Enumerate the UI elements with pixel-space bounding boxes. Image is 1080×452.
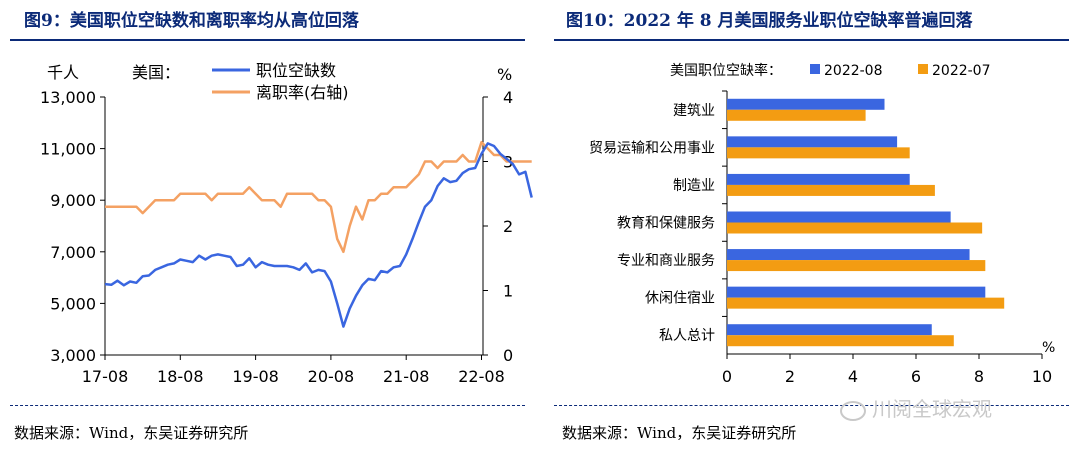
left-y-tick-label: 5,000 (50, 294, 96, 313)
right-title-rule (554, 39, 1069, 41)
x-tick-label: 19-08 (232, 367, 279, 386)
left-figure-panel: 图9：美国职位空缺数和离职率均从高位回落 3,000 5,000 7,000 9,00… (10, 11, 533, 442)
x-tick-label: 21-08 (383, 367, 430, 386)
legend-label: 2022-08 (824, 63, 883, 79)
legend-label: 职位空缺数 (256, 61, 336, 80)
category-label: 专业和商业服务 (617, 253, 715, 269)
bar-2022-07 (727, 297, 1005, 309)
left-y-tick-label: 7,000 (50, 243, 96, 262)
bar-2022-07 (727, 147, 910, 159)
right-y-tick-label: 0 (503, 346, 513, 365)
bar-2022-07 (727, 335, 954, 347)
bar-2022-08 (727, 249, 970, 261)
x-tick-label: 20-08 (308, 367, 355, 386)
bar-2022-08 (727, 286, 986, 298)
left-axis-unit: 千人 (47, 63, 79, 82)
x-tick-label: 2 (785, 367, 795, 386)
watermark-text: 川阅全球宏观 (872, 397, 992, 421)
legend-title: 美国职位空缺率： (670, 62, 782, 79)
right-bar-chart: 0 2 4 6 8 10% 建筑业贸易运输和公用事业制造业教育和保健服务专业和商业服务休闲住… (589, 62, 1055, 386)
right-y-tick-label: 1 (503, 282, 513, 301)
x-tick-label: 10 (1032, 367, 1052, 386)
x-tick-label: 17-08 (82, 367, 129, 386)
x-tick-label: 6 (911, 367, 921, 386)
bar-2022-08 (727, 98, 885, 110)
legend-label: 离职率(右轴) (256, 83, 349, 102)
category-label: 私人总计 (659, 328, 715, 344)
category-label: 休闲住宿业 (645, 290, 715, 307)
bar-2022-07 (727, 260, 986, 272)
category-label: 教育和保健服务 (617, 216, 715, 232)
wechat-icon (840, 400, 866, 421)
category-label: 贸易运输和公用事业 (589, 140, 715, 156)
bar-2022-07 (727, 222, 983, 234)
legend-title: 美国： (132, 63, 180, 82)
category-label: 建筑业 (673, 103, 715, 119)
x-tick-label: 22-08 (458, 367, 505, 386)
legend-label: 2022-07 (932, 63, 991, 79)
x-tick-label: 0 (722, 367, 732, 386)
left-y-tick-label: 3,000 (50, 346, 96, 365)
right-figure-title: 图10：2022 年 8 月美国服务业职位空缺率普遍回落 (566, 11, 973, 31)
left-figure-title: 图9：美国职位空缺数和离职率均从高位回落 (24, 11, 359, 31)
legend-swatch (810, 64, 820, 74)
category-label: 制造业 (673, 178, 715, 194)
bar-2022-07 (727, 184, 935, 196)
bar-2022-07 (727, 109, 866, 121)
legend-swatch (918, 64, 928, 74)
x-tick-label: 8 (974, 367, 984, 386)
right-axis-unit: % (497, 65, 512, 84)
openings-series-line (104, 142, 533, 328)
right-source-note: 数据来源：Wind，东吴证券研究所 (562, 424, 797, 442)
x-tick-label: 18-08 (157, 367, 204, 386)
right-figure-panel: 图10：2022 年 8 月美国服务业职位空缺率普遍回落 0 2 4 6 8 10% 建筑业… (540, 0, 1080, 452)
right-y-tick-label: 2 (503, 217, 513, 236)
left-y-tick-label: 13,000 (40, 88, 96, 107)
bar-2022-08 (727, 211, 951, 223)
left-source-note: 数据来源：Wind，东吴证券研究所 (14, 424, 249, 442)
left-source-rule (10, 405, 525, 406)
watermark: 川阅全球宏观 (840, 393, 992, 422)
x-tick-label: 4 (848, 367, 858, 386)
right-y-tick-label: 4 (503, 88, 513, 107)
bar-2022-08 (727, 136, 898, 148)
bar-2022-08 (727, 324, 932, 336)
left-title-rule (10, 39, 525, 41)
quit-rate-series-line (105, 140, 532, 254)
left-y-tick-label: 11,000 (40, 140, 96, 159)
left-line-chart: 3,0005,0007,0009,00011,00013,0000123417-… (40, 61, 533, 386)
left-y-tick-label: 9,000 (50, 191, 96, 210)
bar-2022-08 (727, 173, 910, 185)
value-axis-unit: % (1042, 340, 1055, 356)
right-source-rule (554, 405, 1069, 406)
